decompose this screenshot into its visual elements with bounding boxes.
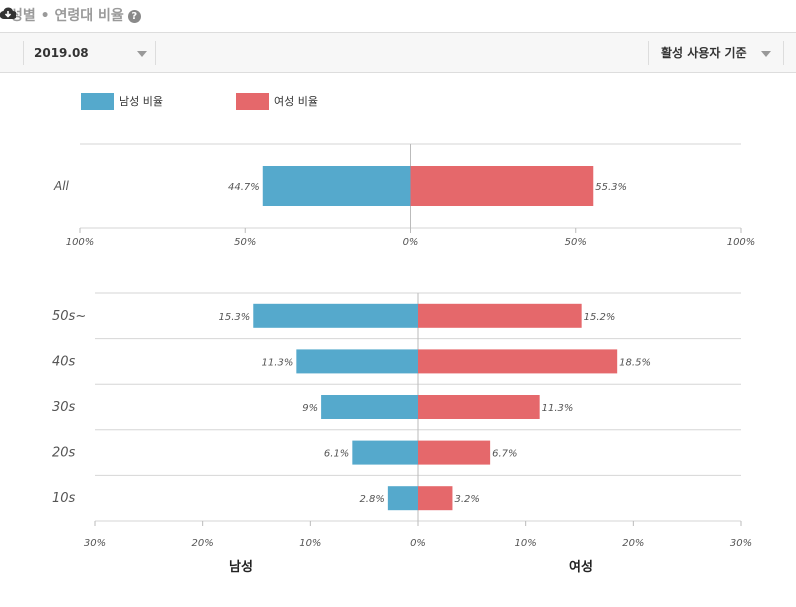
data-label-female: 6.7% <box>492 449 517 460</box>
tick-label: 100% <box>66 237 95 248</box>
legend-label: 여성 비율 <box>274 95 318 108</box>
basis-select[interactable]: 활성 사용자 기준 <box>648 41 784 65</box>
date-value: 2019.08 <box>34 46 89 60</box>
tick-label: 10% <box>515 538 537 549</box>
bar-female <box>418 349 618 374</box>
bar-female <box>418 395 540 419</box>
data-label-male: 11.3% <box>262 357 294 368</box>
bar-male <box>321 395 418 419</box>
legend-label: 남성 비율 <box>119 95 163 108</box>
data-label-female: 18.5% <box>619 357 651 368</box>
bar-male <box>296 349 418 374</box>
bar-male <box>387 486 418 511</box>
category-label: 30s <box>52 400 76 415</box>
bar-male <box>262 166 411 206</box>
tick-label: 50% <box>234 237 256 248</box>
data-label-male: 2.8% <box>359 494 384 505</box>
data-label-female: 15.2% <box>584 312 616 323</box>
data-label-female: 11.3% <box>542 403 574 414</box>
tick-label: 100% <box>727 237 756 248</box>
legend-female: 여성 비율 <box>236 93 318 110</box>
category-label: 10s <box>52 491 76 506</box>
tick-label: 0% <box>403 237 419 248</box>
basis-value: 활성 사용자 기준 <box>661 46 747 60</box>
category-label: All <box>53 179 70 193</box>
bar-male <box>352 440 418 465</box>
tick-label: 30% <box>84 538 106 549</box>
cloud-download-icon[interactable] <box>0 6 16 20</box>
chevron-down-icon <box>761 51 771 57</box>
legend-male: 남성 비율 <box>81 93 163 110</box>
legend-swatch-female <box>236 93 269 110</box>
bar-female <box>410 166 594 206</box>
data-label-male: 9% <box>302 403 318 414</box>
tick-label: 30% <box>730 538 752 549</box>
tick-label: 20% <box>192 538 214 549</box>
data-label-female: 55.3% <box>595 182 627 193</box>
bar-female <box>418 486 453 511</box>
bar-male <box>253 303 418 328</box>
category-label: 50s~ <box>52 309 86 324</box>
legend-swatch-male <box>81 93 114 110</box>
page-title: 성별 • 연령대 비율? <box>10 5 141 25</box>
chevron-down-icon <box>137 51 147 57</box>
xlabel-female: 여성 <box>569 559 593 575</box>
bar-female <box>418 440 491 465</box>
category-label: 40s <box>52 354 76 369</box>
tick-label: 50% <box>565 237 587 248</box>
title-text: 성별 • 연령대 비율 <box>10 8 124 24</box>
data-label-male: 6.1% <box>324 449 349 460</box>
filter-toolbar: 2019.08 활성 사용자 기준 <box>0 32 796 73</box>
data-label-male: 44.7% <box>228 182 260 193</box>
data-label-male: 15.3% <box>218 312 250 323</box>
bar-female <box>418 303 582 328</box>
category-label: 20s <box>52 446 76 461</box>
date-select[interactable]: 2019.08 <box>23 41 156 65</box>
tick-label: 0% <box>410 538 426 549</box>
tick-label: 10% <box>299 538 321 549</box>
help-icon[interactable]: ? <box>127 10 141 23</box>
xlabel-male: 남성 <box>229 559 253 575</box>
data-label-female: 3.2% <box>454 494 479 505</box>
tick-label: 20% <box>622 538 644 549</box>
